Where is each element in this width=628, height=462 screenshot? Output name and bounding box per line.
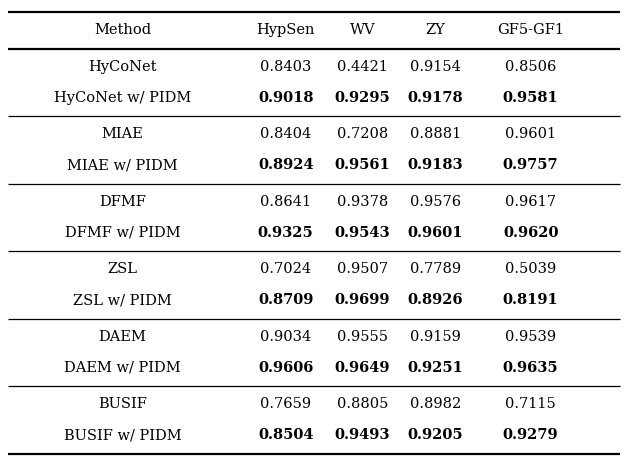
- Text: 0.9178: 0.9178: [408, 91, 463, 105]
- Text: 0.9159: 0.9159: [409, 330, 461, 344]
- Text: 0.9251: 0.9251: [408, 361, 463, 375]
- Text: BUSIF w/ PIDM: BUSIF w/ PIDM: [63, 428, 181, 443]
- Text: HyCoNet w/ PIDM: HyCoNet w/ PIDM: [54, 91, 191, 105]
- Text: 0.9601: 0.9601: [505, 127, 556, 141]
- Text: 0.7789: 0.7789: [409, 262, 461, 276]
- Text: 0.7115: 0.7115: [506, 397, 556, 411]
- Text: DAEM: DAEM: [99, 330, 146, 344]
- Text: 0.8641: 0.8641: [260, 195, 311, 209]
- Text: 0.7024: 0.7024: [260, 262, 311, 276]
- Text: 0.9699: 0.9699: [335, 293, 390, 307]
- Text: 0.9493: 0.9493: [335, 428, 390, 443]
- Text: GF5-GF1: GF5-GF1: [497, 23, 564, 37]
- Text: DAEM w/ PIDM: DAEM w/ PIDM: [64, 361, 181, 375]
- Text: 0.9507: 0.9507: [337, 262, 388, 276]
- Text: 0.9620: 0.9620: [503, 226, 558, 240]
- Text: MIAE w/ PIDM: MIAE w/ PIDM: [67, 158, 178, 172]
- Text: 0.9617: 0.9617: [505, 195, 556, 209]
- Text: BUSIF: BUSIF: [98, 397, 147, 411]
- Text: DFMF w/ PIDM: DFMF w/ PIDM: [65, 226, 180, 240]
- Text: ZSL w/ PIDM: ZSL w/ PIDM: [73, 293, 172, 307]
- Text: 0.8805: 0.8805: [337, 397, 388, 411]
- Text: 0.9581: 0.9581: [503, 91, 558, 105]
- Text: 0.8881: 0.8881: [409, 127, 461, 141]
- Text: 0.9561: 0.9561: [335, 158, 390, 172]
- Text: 0.4421: 0.4421: [337, 60, 388, 74]
- Text: 0.9279: 0.9279: [503, 428, 558, 443]
- Text: 0.9601: 0.9601: [408, 226, 463, 240]
- Text: 0.9649: 0.9649: [335, 361, 390, 375]
- Text: 0.9555: 0.9555: [337, 330, 388, 344]
- Text: 0.8404: 0.8404: [260, 127, 311, 141]
- Text: 0.8504: 0.8504: [258, 428, 313, 443]
- Text: ZY: ZY: [425, 23, 445, 37]
- Text: Method: Method: [94, 23, 151, 37]
- Text: 0.8924: 0.8924: [258, 158, 313, 172]
- Text: DFMF: DFMF: [99, 195, 146, 209]
- Text: 0.8926: 0.8926: [408, 293, 463, 307]
- Text: 0.9378: 0.9378: [337, 195, 388, 209]
- Text: 0.7208: 0.7208: [337, 127, 388, 141]
- Text: 0.9295: 0.9295: [335, 91, 390, 105]
- Text: 0.9183: 0.9183: [408, 158, 463, 172]
- Text: 0.8506: 0.8506: [505, 60, 556, 74]
- Text: 0.7659: 0.7659: [260, 397, 311, 411]
- Text: 0.9543: 0.9543: [335, 226, 390, 240]
- Text: 0.9325: 0.9325: [258, 226, 313, 240]
- Text: WV: WV: [350, 23, 375, 37]
- Text: HypSen: HypSen: [256, 23, 315, 37]
- Text: ZSL: ZSL: [107, 262, 138, 276]
- Text: MIAE: MIAE: [102, 127, 143, 141]
- Text: 0.9757: 0.9757: [503, 158, 558, 172]
- Text: 0.8403: 0.8403: [260, 60, 311, 74]
- Text: 0.9635: 0.9635: [503, 361, 558, 375]
- Text: 0.9576: 0.9576: [409, 195, 461, 209]
- Text: 0.9539: 0.9539: [505, 330, 556, 344]
- Text: 0.8709: 0.8709: [258, 293, 313, 307]
- Text: 0.9154: 0.9154: [409, 60, 461, 74]
- Text: 0.5039: 0.5039: [505, 262, 556, 276]
- Text: 0.9018: 0.9018: [258, 91, 313, 105]
- Text: 0.9034: 0.9034: [260, 330, 311, 344]
- Text: 0.9205: 0.9205: [408, 428, 463, 443]
- Text: 0.8982: 0.8982: [409, 397, 461, 411]
- Text: 0.8191: 0.8191: [503, 293, 558, 307]
- Text: 0.9606: 0.9606: [258, 361, 313, 375]
- Text: HyCoNet: HyCoNet: [88, 60, 157, 74]
